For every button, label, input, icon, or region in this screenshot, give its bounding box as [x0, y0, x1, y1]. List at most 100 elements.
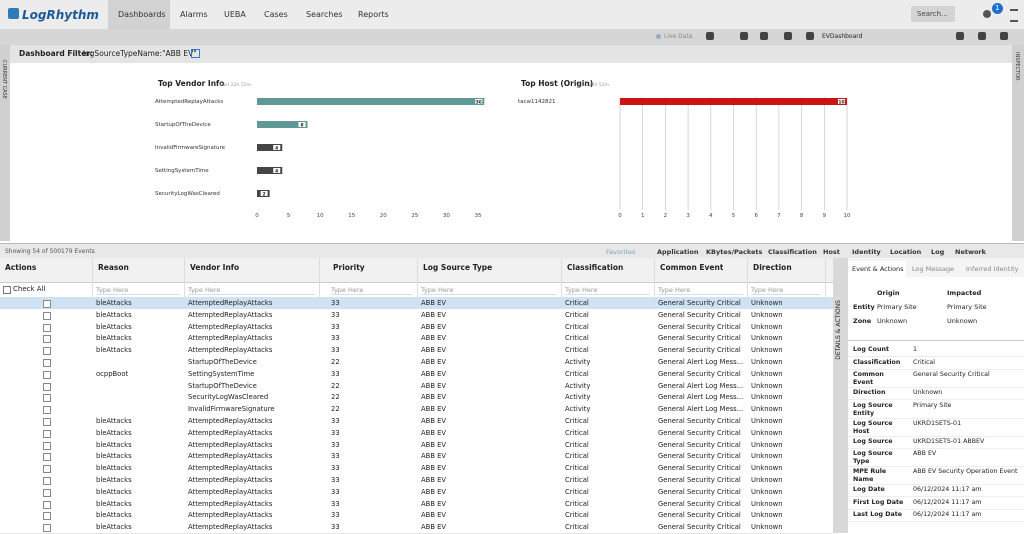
- row-checkbox[interactable]: [43, 488, 51, 497]
- user-icon: [983, 10, 991, 18]
- toolbar-icon[interactable]: [806, 32, 814, 40]
- row-checkbox[interactable]: [43, 323, 51, 332]
- cell: General Security Critical: [658, 310, 741, 319]
- cell: Critical: [565, 299, 589, 307]
- column-header[interactable]: Common Event: [660, 263, 724, 272]
- details-label[interactable]: DETAILS & ACTIONS: [835, 300, 842, 360]
- cell: Critical: [565, 428, 589, 437]
- column-filter[interactable]: Type Here: [565, 286, 650, 295]
- field-divider: [848, 356, 1024, 357]
- row-checkbox[interactable]: [43, 300, 51, 308]
- column-header[interactable]: Priority: [333, 263, 365, 272]
- cell: Unknown: [751, 440, 783, 449]
- dashboard-name[interactable]: EVDashboard: [822, 33, 863, 40]
- cell: bleAttacks: [96, 440, 132, 449]
- event-tab[interactable]: KBytes/Packets: [706, 248, 763, 256]
- detail-tab[interactable]: Inferred Identity: [966, 265, 1019, 273]
- search-input[interactable]: Search...: [917, 10, 948, 18]
- field-divider: [848, 368, 1024, 370]
- row-checkbox[interactable]: [43, 347, 51, 356]
- cell: AttemptedReplayAttacks: [188, 428, 273, 437]
- toolbar-icon[interactable]: [978, 32, 986, 40]
- nav-tab[interactable]: Alarms: [180, 10, 208, 19]
- filter-label: Dashboard Filter:: [19, 49, 93, 58]
- event-tab[interactable]: Location: [890, 248, 922, 256]
- event-tab[interactable]: Classification: [768, 248, 817, 256]
- column-filter[interactable]: Type Here: [96, 286, 180, 295]
- event-tab[interactable]: Identity: [852, 248, 881, 256]
- event-tab[interactable]: Host: [823, 248, 840, 256]
- nav-tab[interactable]: Searches: [306, 10, 343, 19]
- column-filter[interactable]: Type Here: [658, 286, 743, 295]
- cell: 33: [331, 464, 340, 473]
- toolbar-icon[interactable]: [706, 32, 714, 40]
- column-filter[interactable]: Type Here: [188, 286, 315, 295]
- row-checkbox[interactable]: [43, 394, 51, 403]
- field-name: First Log Date: [853, 498, 904, 506]
- event-tab[interactable]: Favorites: [606, 248, 636, 256]
- row-checkbox[interactable]: [43, 335, 51, 344]
- row-checkbox[interactable]: [43, 441, 51, 450]
- row-checkbox[interactable]: [43, 406, 51, 415]
- nav-tab[interactable]: UEBA: [224, 10, 246, 19]
- cell: Unknown: [751, 511, 783, 520]
- column-header[interactable]: Reason: [98, 263, 129, 272]
- row-checkbox[interactable]: [43, 382, 51, 391]
- check-all-box[interactable]: [3, 286, 11, 294]
- row-checkbox[interactable]: [43, 453, 51, 462]
- row-checkbox[interactable]: [43, 311, 51, 320]
- column-header[interactable]: Actions: [5, 263, 37, 272]
- cell: Critical: [565, 440, 589, 449]
- toolbar-icon[interactable]: [1000, 32, 1008, 40]
- nav-tab[interactable]: Reports: [358, 10, 389, 19]
- event-tab[interactable]: Network: [955, 248, 986, 256]
- filter-value: logSourceTypeName:"ABB EV": [83, 49, 197, 58]
- cell: Critical: [565, 452, 589, 461]
- check-all[interactable]: Check All: [13, 285, 46, 293]
- cell: ABB EV: [421, 464, 447, 473]
- toolbar-icon[interactable]: [784, 32, 792, 40]
- nav-tab[interactable]: Dashboards: [118, 10, 166, 19]
- event-tab[interactable]: Log: [931, 248, 945, 256]
- row-checkbox[interactable]: [43, 359, 51, 367]
- column-filter[interactable]: Type Here: [421, 286, 557, 295]
- cell: 33: [331, 523, 340, 532]
- cell: General Security Critical: [658, 440, 741, 449]
- current-case[interactable]: CURRENT CASE: [1, 60, 7, 99]
- toolbar-icon[interactable]: [760, 32, 768, 40]
- cell: bleAttacks: [96, 464, 132, 473]
- column-header[interactable]: Classification: [567, 263, 624, 272]
- field-divider: [848, 417, 1024, 419]
- toolbar-icon[interactable]: [956, 32, 964, 40]
- row-checkbox[interactable]: [43, 477, 51, 485]
- charts-area: [10, 63, 1012, 241]
- row-checkbox[interactable]: [43, 500, 51, 509]
- cell: General Security Critical: [658, 523, 741, 532]
- row-checkbox[interactable]: [43, 465, 51, 474]
- toolbar-icon[interactable]: [740, 32, 748, 40]
- column-filter[interactable]: Type Here: [751, 286, 821, 295]
- row-checkbox[interactable]: [43, 512, 51, 521]
- detail-tab[interactable]: Event & Actions: [852, 265, 904, 273]
- cell: Unknown: [751, 523, 783, 532]
- field-name: Log Count: [853, 346, 889, 353]
- details-strip: [833, 258, 848, 533]
- cell: General Security Critical: [658, 322, 741, 331]
- detail-tab[interactable]: Log Message: [912, 265, 955, 273]
- row-checkbox[interactable]: [43, 418, 51, 426]
- cell: 33: [331, 322, 340, 331]
- logo-icon: [8, 8, 19, 19]
- event-tab[interactable]: Application: [657, 248, 699, 256]
- badge[interactable]: 1: [995, 4, 1000, 12]
- nav-tab[interactable]: Cases: [264, 10, 288, 19]
- row-checkbox[interactable]: [43, 370, 51, 379]
- row-checkbox[interactable]: [43, 524, 51, 533]
- search-box[interactable]: [911, 6, 955, 22]
- cell: bleAttacks: [96, 452, 132, 461]
- column-header[interactable]: Vendor Info: [190, 263, 240, 272]
- column-header[interactable]: Log Source Type: [423, 263, 493, 272]
- column-filter[interactable]: Type Here: [331, 286, 413, 295]
- row-checkbox[interactable]: [43, 429, 51, 438]
- column-header[interactable]: Direction: [753, 263, 792, 272]
- inspector[interactable]: INSPECTOR: [1014, 52, 1020, 81]
